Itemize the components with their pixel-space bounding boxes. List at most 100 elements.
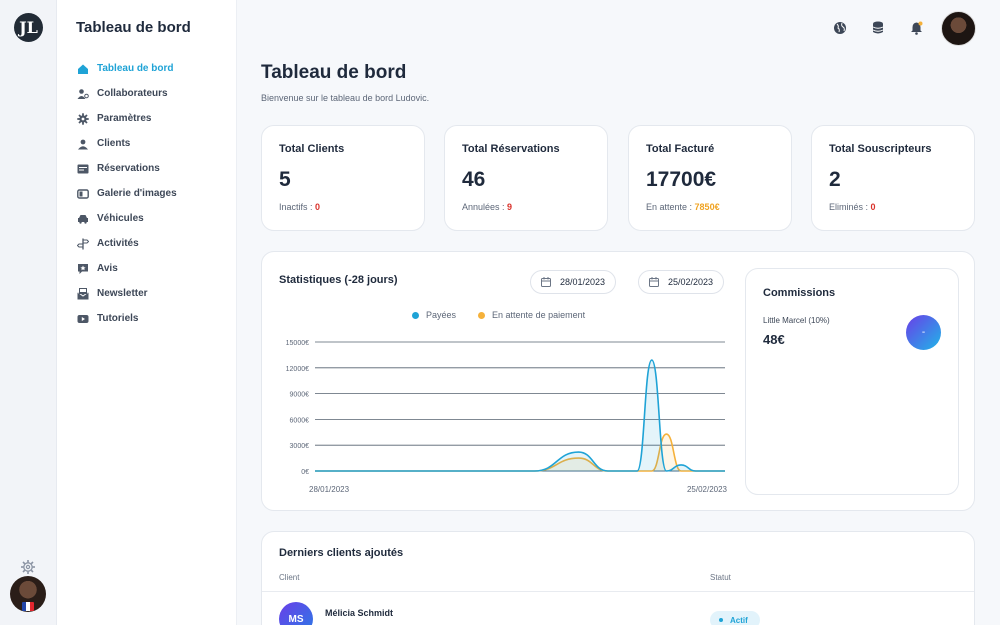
reservations-icon (76, 162, 90, 176)
commission-amount: 48€ (763, 332, 785, 347)
sidebar-item-users[interactable]: Collaborateurs (76, 81, 177, 106)
stat-card: Total Facturé 17700€ En attente : 7850€ (628, 125, 792, 231)
sidebar-item-gear[interactable]: Paramètres (76, 106, 177, 131)
y-tick-label: 6000€ (290, 417, 310, 424)
sidebar-title: Tableau de bord (76, 19, 191, 36)
sidebar: Tableau de bord Tableau de bord Collabora… (57, 0, 237, 625)
legend-dot (412, 311, 419, 319)
x-start-label: 28/01/2023 (309, 485, 350, 494)
stat-sub-label: Eliminés : (829, 202, 871, 212)
stat-value: 46 (462, 168, 486, 191)
sidebar-item-label: Activités (97, 238, 139, 249)
logo-text: JL (19, 18, 38, 37)
sidebar-item-label: Galerie d'images (97, 188, 177, 199)
stat-title: Total Clients (279, 143, 345, 155)
stat-value: 2 (829, 168, 841, 191)
commissions-title: Commissions (763, 287, 836, 299)
stat-value: 5 (279, 168, 291, 191)
sidebar-item-signpost[interactable]: Activités (76, 231, 177, 256)
stat-title: Total Facturé (646, 143, 715, 155)
sidebar-item-gallery[interactable]: Galerie d'images (76, 181, 177, 206)
newsletter-icon (76, 287, 90, 301)
globe-icon[interactable] (821, 10, 859, 46)
stat-value: 17700€ (646, 168, 717, 191)
chart-legend: Payées En attente de paiement (412, 310, 585, 320)
users-icon (76, 87, 90, 101)
page-subtitle: Bienvenue sur le tableau de bord Ludovic… (261, 93, 430, 103)
sidebar-item-label: Véhicules (97, 213, 144, 224)
x-end-label: 25/02/2023 (687, 485, 728, 494)
sidebar-item-reservations[interactable]: Réservations (76, 156, 177, 181)
header-toolbar (821, 10, 976, 46)
flag-fr-icon[interactable] (22, 602, 34, 611)
y-tick-label: 0€ (301, 469, 309, 476)
sidebar-item-label: Collaborateurs (97, 88, 168, 99)
stat-subtext: En attente : 7850€ (646, 202, 720, 212)
series-line-0 (314, 359, 725, 472)
clients-icon (76, 137, 90, 151)
stat-sub-label: Inactifs : (279, 202, 316, 212)
y-tick-label: 3000€ (290, 443, 310, 450)
client-avatar: MS (279, 602, 313, 625)
sidebar-nav: Tableau de bord Collaborateurs Paramètres C… (76, 56, 177, 331)
stat-card: Total Souscripteurs 2 Eliminés : 0 (811, 125, 975, 231)
statistics-chart: 0€ 3000€ 6000€ 9000€ 12000€ 15000€ 28/01/2023 2… (286, 340, 728, 494)
app-logo[interactable]: JL (14, 13, 43, 42)
stat-sub-label: En attente : (646, 202, 695, 212)
recent-clients-panel: Derniers clients ajoutés Client Statut M… (261, 531, 975, 625)
date-from-picker[interactable]: 28/01/2023 (530, 270, 617, 294)
legend-item-paid[interactable]: Payées (412, 310, 456, 320)
stat-card: Total Clients 5 Inactifs : 0 (261, 125, 425, 231)
stat-sub-value: 0 (870, 202, 876, 212)
sidebar-item-review[interactable]: Avis (76, 256, 177, 281)
date-from-value: 28/01/2023 (560, 277, 606, 287)
commission-badge: - (906, 315, 941, 350)
stat-subtext: Eliminés : 0 (829, 202, 876, 212)
gear-icon (76, 112, 90, 126)
sidebar-item-car[interactable]: Véhicules (76, 206, 177, 231)
sidebar-item-clients[interactable]: Clients (76, 131, 177, 156)
sidebar-item-newsletter[interactable]: Newsletter (76, 281, 177, 306)
sidebar-item-video[interactable]: Tutoriels (76, 306, 177, 331)
car-icon (76, 212, 90, 226)
review-icon (76, 262, 90, 276)
home-icon (76, 62, 90, 76)
recent-clients-title: Derniers clients ajoutés (279, 547, 404, 559)
sidebar-item-label: Tutoriels (97, 313, 139, 324)
commissions-card: Commissions Little Marcel (10%) 48€ - (745, 268, 959, 495)
gallery-icon (76, 187, 90, 201)
page-title: Tableau de bord (261, 62, 407, 83)
date-to-value: 25/02/2023 (668, 277, 714, 287)
stat-title: Total Réservations (462, 143, 560, 155)
sidebar-item-label: Réservations (97, 163, 160, 174)
stat-subtext: Inactifs : 0 (279, 202, 320, 212)
gear-icon[interactable] (20, 559, 36, 575)
left-rail: JL (0, 0, 57, 625)
y-tick-label: 15000€ (286, 340, 309, 347)
database-icon[interactable] (859, 10, 897, 46)
signpost-icon (76, 237, 90, 251)
column-header-client: Client (279, 573, 300, 582)
sidebar-item-label: Avis (97, 263, 118, 274)
statistics-title: Statistiques (-28 jours) (279, 274, 398, 286)
client-name: Mélicia Schmidt (325, 608, 394, 618)
stat-sub-label: Annulées : (462, 202, 508, 212)
stat-card: Total Réservations 46 Annulées : 9 (444, 125, 608, 231)
legend-label: En attente de paiement (492, 310, 586, 320)
stat-sub-value: 0 (315, 202, 321, 212)
legend-label: Payées (426, 310, 457, 320)
date-to-picker[interactable]: 25/02/2023 (638, 270, 725, 294)
sidebar-item-label: Newsletter (97, 288, 148, 299)
sidebar-item-home[interactable]: Tableau de bord (76, 56, 177, 81)
sidebar-item-label: Clients (97, 138, 131, 149)
divider (262, 591, 974, 592)
statistics-panel: 0€ 3000€ 6000€ 9000€ 12000€ 15000€ 28/01/2023 2… (261, 251, 975, 511)
commission-name: Little Marcel (10%) (763, 316, 830, 325)
stat-sub-value: 9 (507, 202, 513, 212)
header-user-avatar[interactable] (941, 10, 976, 46)
stat-sub-value: 7850€ (694, 202, 720, 212)
calendar-icon (649, 277, 659, 287)
bell-icon[interactable] (897, 10, 935, 46)
status-label: Actif (730, 615, 748, 625)
legend-item-pending[interactable]: En attente de paiement (478, 310, 585, 320)
